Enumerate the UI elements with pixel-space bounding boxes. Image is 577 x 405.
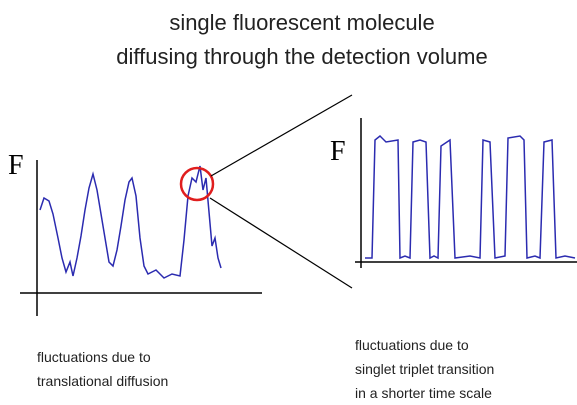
zoom-circle [179, 166, 215, 202]
title-line: diffusing through the detection volume [116, 44, 487, 69]
triplet-trace [365, 134, 576, 260]
title-line: single fluorescent molecule [169, 10, 434, 35]
caption-line: fluctuations due to [355, 337, 469, 353]
caption-line: translational diffusion [37, 373, 168, 389]
zoom-line [210, 94, 353, 177]
caption-line: fluctuations due to [37, 349, 151, 365]
axis-label: F [330, 136, 346, 167]
zoom-line [209, 197, 353, 289]
caption-line: singlet triplet transition [355, 361, 494, 377]
diffusion-trace [39, 165, 222, 279]
caption-line: in a shorter time scale [355, 385, 492, 401]
axis-label: F [8, 150, 24, 181]
